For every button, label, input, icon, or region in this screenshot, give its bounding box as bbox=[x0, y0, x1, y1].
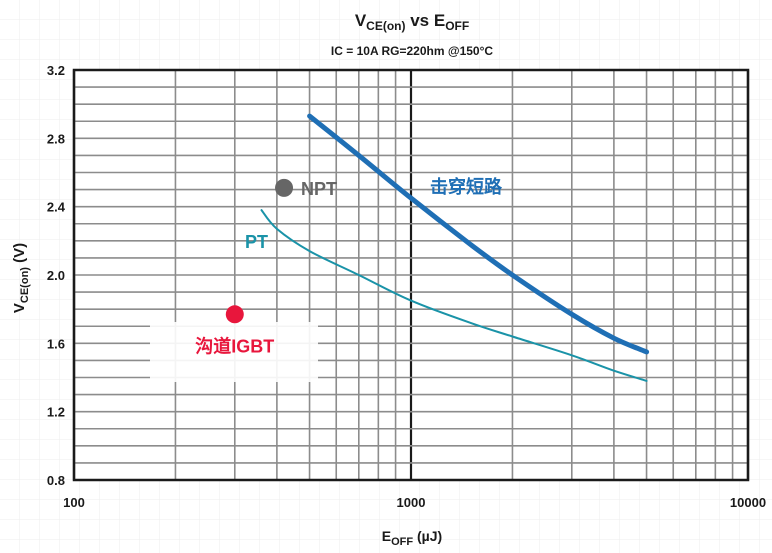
x-tick-label: 100 bbox=[63, 495, 85, 510]
xlabel-main: E bbox=[382, 528, 391, 544]
title-mid-sub: OFF bbox=[445, 19, 469, 33]
grid bbox=[72, 69, 750, 481]
y-tick-label: 2.8 bbox=[47, 131, 65, 146]
xlabel-rest: (µJ) bbox=[413, 528, 442, 544]
point-label-2: 沟道IGBT bbox=[195, 335, 274, 356]
x-axis-label: EOFF (µJ) bbox=[382, 528, 442, 548]
plot-frame bbox=[72, 68, 750, 482]
x-tick-labels: 100 1000 10000 bbox=[63, 495, 766, 510]
y-tick-label: 0.8 bbox=[47, 473, 65, 488]
y-tick-labels: 0.8 1.2 1.6 2.0 2.4 2.8 3.2 bbox=[47, 63, 66, 488]
title-mid: vs E bbox=[405, 11, 445, 30]
data-point-2 bbox=[225, 305, 244, 324]
series-line-1 bbox=[307, 113, 650, 355]
point-label-1: NPT bbox=[301, 179, 337, 199]
chart-title: VCE(on) vs EOFF bbox=[355, 11, 469, 33]
ylabel-main: V bbox=[11, 303, 28, 313]
series-line-2 bbox=[260, 209, 648, 382]
chart-subtitle: IC = 10A RG=220hm @150°C bbox=[331, 44, 493, 58]
y-tick-label: 1.2 bbox=[47, 405, 65, 420]
ylabel-sub: CE(on) bbox=[19, 267, 31, 303]
y-tick-label: 1.6 bbox=[47, 336, 65, 351]
xlabel-sub: OFF bbox=[391, 536, 413, 548]
data-point-1 bbox=[275, 178, 294, 197]
x-tick-label: 10000 bbox=[730, 495, 766, 510]
series-label-2: PT bbox=[245, 232, 268, 252]
point-label-bg bbox=[150, 322, 318, 382]
y-tick-label: 3.2 bbox=[47, 63, 65, 78]
y-tick-label: 2.4 bbox=[47, 200, 66, 215]
title-main: V bbox=[355, 11, 367, 30]
ylabel-rest: (V) bbox=[11, 243, 28, 267]
annotations: 击穿短路 PT NPT 沟道IGBT bbox=[150, 176, 503, 382]
series-label-1: 击穿短路 bbox=[430, 176, 503, 197]
title-main-sub: CE(on) bbox=[366, 19, 405, 33]
series-layer bbox=[260, 113, 650, 382]
y-tick-label: 2.0 bbox=[47, 268, 65, 283]
y-axis-label: VCE(on) (V) bbox=[11, 243, 31, 313]
x-tick-label: 1000 bbox=[397, 495, 426, 510]
